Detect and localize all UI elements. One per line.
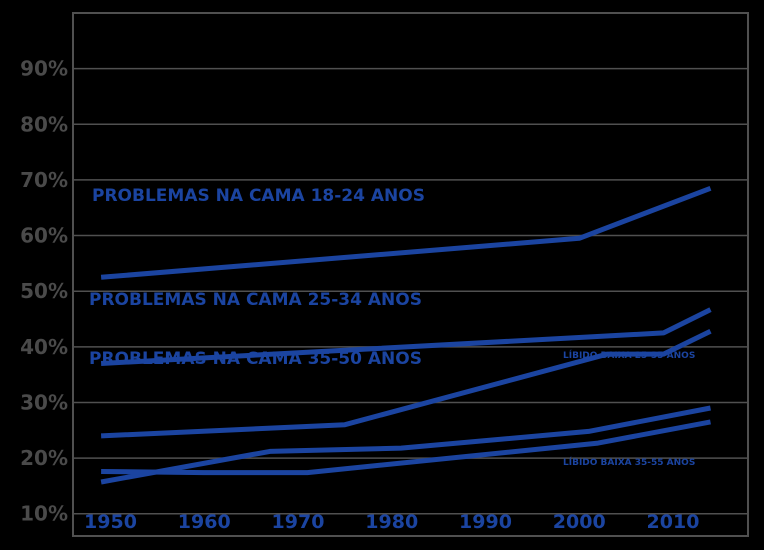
- y-tick-label: 80%: [20, 112, 68, 136]
- series-line-3: [100, 329, 712, 439]
- x-tick-label: 1960: [178, 511, 231, 533]
- y-tick-label: 40%: [20, 335, 68, 359]
- series-line-1: [100, 185, 712, 280]
- series-line-5: [101, 419, 711, 476]
- series-label-25-34: PROBLEMAS NA CAMA 25-34 ANOS: [89, 290, 422, 310]
- y-tick-label: 10%: [20, 502, 68, 526]
- x-tick-label: 1980: [365, 511, 418, 533]
- series-label-libido-upper: LÍBIDO BAIXA 25-35 ANOS: [563, 349, 695, 361]
- x-tick-label: 1970: [272, 511, 325, 533]
- y-axis-ticks: 10% 20% 30% 40% 50% 60% 70% 80% 90%: [20, 57, 68, 526]
- x-tick-label: 2000: [553, 511, 606, 533]
- y-tick-label: 30%: [20, 390, 68, 414]
- chart-frame: [72, 12, 749, 537]
- y-tick-label: 60%: [20, 224, 68, 248]
- grid-layer: [73, 67, 748, 515]
- y-tick-label: 90%: [20, 57, 68, 81]
- y-tick-label: 20%: [20, 446, 68, 470]
- y-tick-label: 70%: [20, 168, 68, 192]
- x-tick-label: 2010: [647, 511, 700, 533]
- series-line-4: [100, 405, 711, 485]
- series-label-libido-lower: LÍBIDO BAIXA 35-55 ANOS: [563, 456, 695, 468]
- series-lines: [100, 185, 712, 485]
- series-label-35-50: PROBLEMAS NA CAMA 35-50 ANOS: [89, 349, 422, 369]
- series-label-18-24: PROBLEMAS NA CAMA 18-24 ANOS: [92, 186, 425, 206]
- x-axis-ticks: 1950 1960 1970 1980 1990 2000 2010: [84, 511, 699, 533]
- series-line-2: [100, 307, 712, 366]
- x-tick-label: 1990: [459, 511, 512, 533]
- y-tick-label: 50%: [20, 279, 68, 303]
- x-tick-label: 1950: [84, 511, 137, 533]
